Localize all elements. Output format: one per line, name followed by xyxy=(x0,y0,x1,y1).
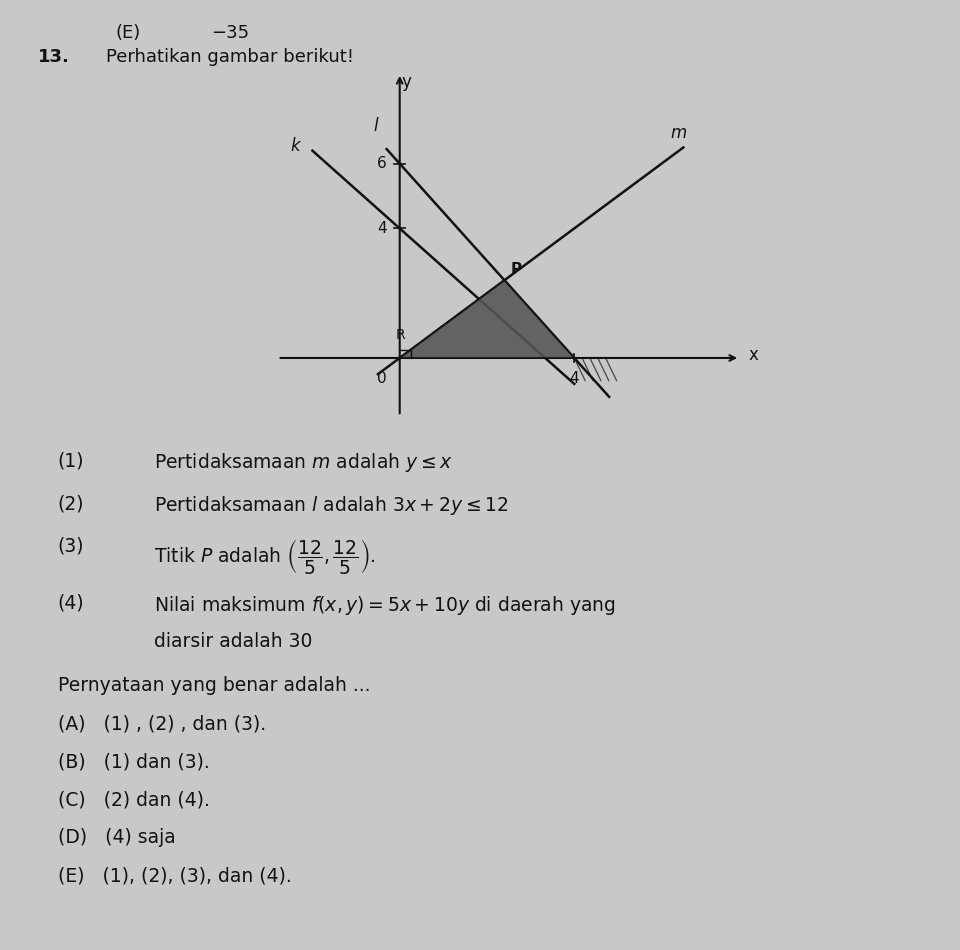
Text: (C)   (2) dan (4).: (C) (2) dan (4). xyxy=(58,790,209,809)
Text: (D)   (4) saja: (D) (4) saja xyxy=(58,828,176,847)
Text: Pertidaksamaan $\mathit{m}$ adalah $y \leq x$: Pertidaksamaan $\mathit{m}$ adalah $y \l… xyxy=(154,451,452,474)
Text: (E): (E) xyxy=(115,24,140,42)
Text: Pertidaksamaan $\mathit{l}$ adalah $3x+2y\leq 12$: Pertidaksamaan $\mathit{l}$ adalah $3x+2… xyxy=(154,494,508,517)
Text: (1): (1) xyxy=(58,451,84,470)
Text: (E)   (1), (2), (3), dan (4).: (E) (1), (2), (3), dan (4). xyxy=(58,866,291,885)
Text: 0: 0 xyxy=(377,370,387,386)
Text: Titik $\mathit{P}$ adalah $\left(\dfrac{12}{5},\dfrac{12}{5}\right).$: Titik $\mathit{P}$ adalah $\left(\dfrac{… xyxy=(154,537,375,576)
Text: x: x xyxy=(749,346,758,364)
Text: Pernyataan yang benar adalah ...: Pernyataan yang benar adalah ... xyxy=(58,676,371,695)
Text: P: P xyxy=(511,262,522,276)
Text: 6: 6 xyxy=(377,156,387,171)
Text: 4: 4 xyxy=(569,370,579,386)
Text: (4): (4) xyxy=(58,594,84,613)
Text: R: R xyxy=(396,328,405,342)
Text: Nilai maksimum $f(x,y) = 5x + 10y$ di daerah yang: Nilai maksimum $f(x,y) = 5x + 10y$ di da… xyxy=(154,594,615,617)
Text: Perhatikan gambar berikut!: Perhatikan gambar berikut! xyxy=(106,48,353,66)
Text: 13.: 13. xyxy=(38,48,70,66)
Text: y: y xyxy=(401,73,411,91)
Text: l: l xyxy=(373,117,378,135)
Text: (3): (3) xyxy=(58,537,84,556)
Polygon shape xyxy=(399,280,574,358)
Text: 4: 4 xyxy=(377,221,387,236)
Text: −35: −35 xyxy=(211,24,250,42)
Text: k: k xyxy=(291,137,300,155)
Text: (B)   (1) dan (3).: (B) (1) dan (3). xyxy=(58,752,209,771)
Text: m: m xyxy=(670,124,686,142)
Text: (2): (2) xyxy=(58,494,84,513)
Text: (A)   (1) , (2) , dan (3).: (A) (1) , (2) , dan (3). xyxy=(58,714,266,733)
Text: diarsir adalah 30: diarsir adalah 30 xyxy=(154,632,312,651)
